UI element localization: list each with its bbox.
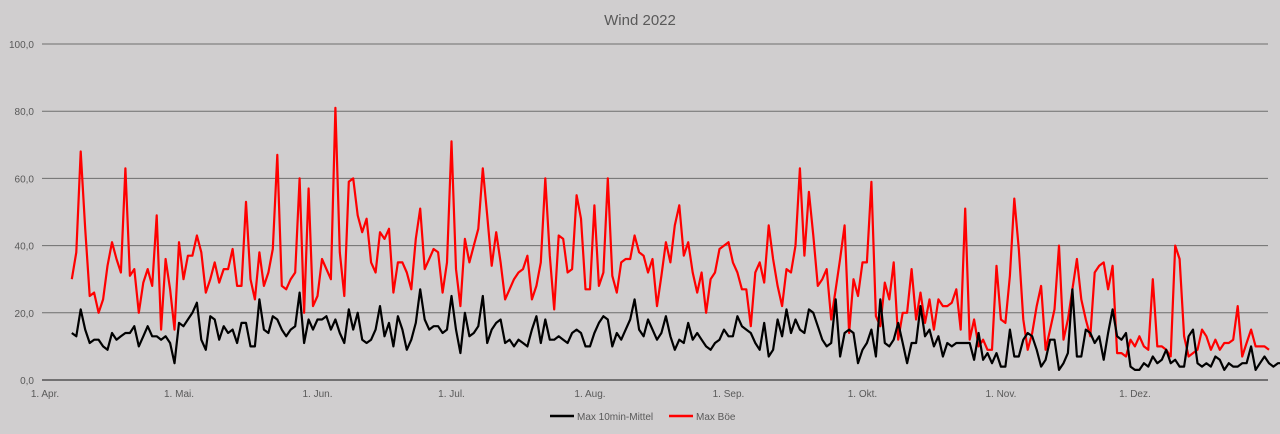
series-line-max-10min-mittel [71,288,1280,371]
chart-title: Wind 2022 [604,12,676,29]
x-tick-label: 1. Jul. [438,389,465,400]
y-tick-label: 80,0 [15,107,35,118]
y-tick-label: 0,0 [20,376,34,387]
x-tick-label: 1. Apr. [31,389,59,400]
x-tick-label: 1. Jun. [302,389,332,400]
x-tick-label: 1. Sep. [713,389,745,400]
legend: Max 10min-Mittel Max Böe [550,412,736,423]
x-tick-label: 1. Dez. [1119,389,1151,400]
y-tick-label: 60,0 [15,174,35,185]
x-tick-label: 1. Mai. [164,389,194,400]
x-tick-label: 1. Aug. [574,389,605,400]
y-tick-label: 40,0 [15,242,35,253]
series-line-max-boee [70,106,1270,358]
y-tick-label: 20,0 [15,309,35,320]
x-tick-label: 1. Nov. [985,389,1016,400]
series-lines [70,106,1280,371]
gridlines [42,43,1268,381]
legend-label-boee: Max Böe [696,412,736,423]
x-axis-ticks: 1. Apr. 1. Mai. 1. Jun. 1. Jul. 1. Aug. 1. Se… [31,389,1151,400]
y-tick-label: 100,0 [9,40,34,51]
x-tick-label: 1. Okt. [848,389,877,400]
y-axis-ticks: 0,0 20,0 40,0 60,0 80,0 100,0 [9,40,34,387]
legend-label-mittel: Max 10min-Mittel [577,412,653,423]
